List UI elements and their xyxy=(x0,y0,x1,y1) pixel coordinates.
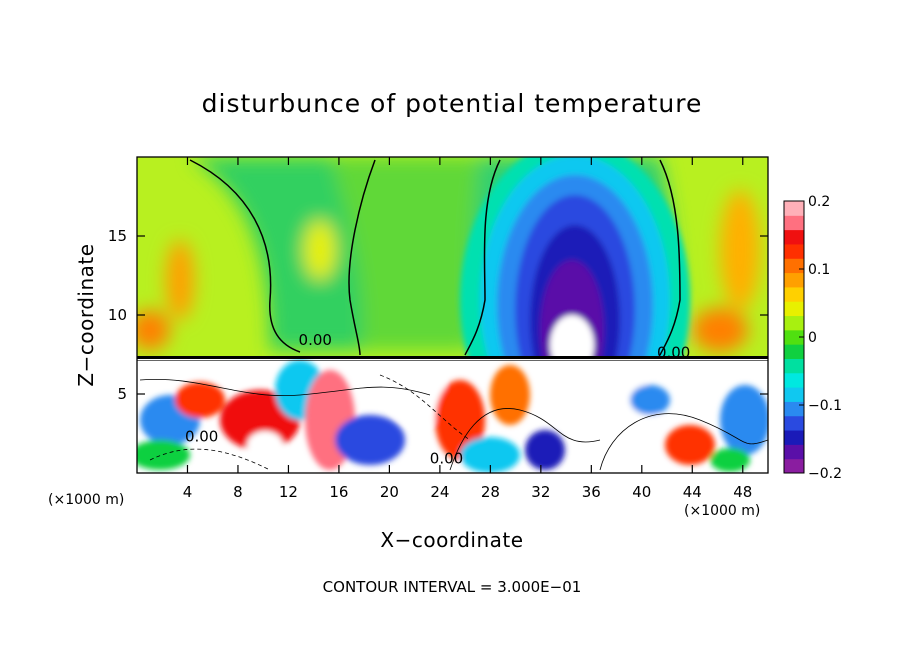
x-axis-ticks: 4 8 12 16 20 24 28 32 36 40 44 48 xyxy=(183,157,752,501)
colorbar-segment xyxy=(784,272,804,288)
contour-label: 0.00 xyxy=(657,344,690,362)
x-unit-left: (×1000 m) xyxy=(48,492,124,508)
x-tick-label: 20 xyxy=(380,483,399,501)
colorbar-segment xyxy=(784,286,804,302)
x-tick-label: 48 xyxy=(733,483,752,501)
y-axis-label: Z−coordinate xyxy=(74,243,98,386)
y-tick-label: 10 xyxy=(108,306,127,324)
colorbar-segment xyxy=(784,315,804,331)
contour-interval-note: CONTOUR INTERVAL = 3.000E−01 xyxy=(323,578,582,596)
colorbar-segment xyxy=(784,258,804,274)
y-tick-label: 15 xyxy=(108,227,127,245)
colorbar-tick-label: 0 xyxy=(808,330,817,346)
x-tick-label: 32 xyxy=(531,483,550,501)
x-tick-label: 36 xyxy=(582,483,601,501)
y-axis-ticks: 5 10 15 xyxy=(108,227,768,403)
colorbar-tick-label: 0.2 xyxy=(808,194,830,210)
colorbar-segment xyxy=(784,372,804,388)
field-shading xyxy=(137,157,768,473)
x-tick-label: 16 xyxy=(329,483,348,501)
colorbar-segment xyxy=(784,229,804,245)
contour-label: 0.00 xyxy=(185,427,218,445)
colorbar-segment xyxy=(784,358,804,374)
colorbar-segment xyxy=(784,329,804,345)
x-tick-label: 8 xyxy=(233,483,243,501)
colorbar-segment xyxy=(784,201,804,216)
colorbar-segment xyxy=(784,415,804,431)
x-tick-label: 4 xyxy=(183,483,193,501)
colorbar-segment xyxy=(784,430,804,445)
contour-label: 0.00 xyxy=(430,450,463,468)
colorbar-segment xyxy=(784,243,804,259)
colorbar-tick-label: −0.1 xyxy=(808,398,842,414)
x-tick-label: 40 xyxy=(632,483,651,501)
x-tick-label: 12 xyxy=(279,483,298,501)
contour-labels: 0.00 0.00 0.00 0.00 xyxy=(185,331,690,468)
colorbar-segment xyxy=(784,215,804,231)
chart-title: disturbunce of potential temperature xyxy=(202,89,703,118)
y-tick-label: 5 xyxy=(117,385,127,403)
x-tick-label: 28 xyxy=(481,483,500,501)
colorbar-segment xyxy=(784,344,804,359)
colorbar xyxy=(784,201,804,474)
x-tick-label: 44 xyxy=(683,483,702,501)
colorbar-segment xyxy=(784,458,804,474)
colorbar-segment xyxy=(784,387,804,402)
colorbar-segment xyxy=(784,444,804,460)
colorbar-ticks: 0.2 0.1 0 −0.1 −0.2 xyxy=(799,194,842,482)
colorbar-segment xyxy=(784,401,804,417)
colorbar-tick-label: −0.2 xyxy=(808,466,842,482)
x-tick-label: 24 xyxy=(430,483,449,501)
x-axis-label: X−coordinate xyxy=(380,528,523,552)
colorbar-segment xyxy=(784,301,804,317)
colorbar-tick-label: 0.1 xyxy=(808,262,830,278)
contour-label: 0.00 xyxy=(299,331,332,349)
x-unit-right: (×1000 m) xyxy=(684,503,760,519)
